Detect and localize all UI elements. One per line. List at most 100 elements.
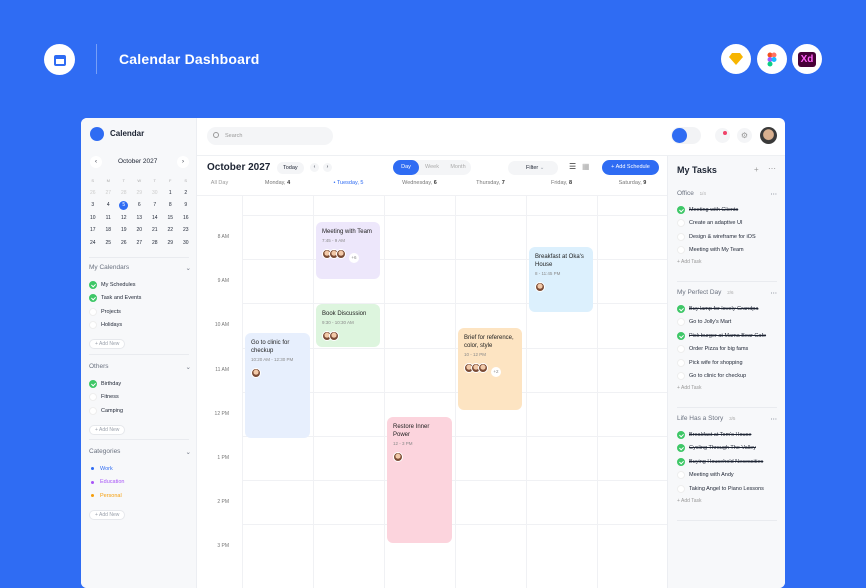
calendar-day[interactable]: 29 bbox=[132, 187, 148, 200]
task-checkbox[interactable] bbox=[677, 304, 685, 313]
task-checkbox[interactable] bbox=[677, 331, 685, 340]
sidebar-item[interactable]: Task and Events bbox=[89, 292, 191, 306]
add-task-button[interactable]: + Add Task bbox=[677, 385, 702, 391]
day-header[interactable]: Saturday, 9 bbox=[597, 180, 668, 186]
sidebar-item[interactable]: Birthday bbox=[89, 377, 191, 391]
calendar-day[interactable]: 15 bbox=[163, 212, 179, 225]
calendar-day[interactable]: 30 bbox=[178, 237, 194, 250]
add-task-icon[interactable]: + bbox=[754, 165, 759, 174]
task-item[interactable]: Taking Angel to Piano Lessons bbox=[677, 482, 777, 496]
event-card[interactable]: Breakfast at Oka's House 8 - 11:45 PM bbox=[529, 247, 593, 312]
sidebar-item[interactable]: Projects bbox=[89, 305, 191, 319]
calendar-day[interactable]: 11 bbox=[101, 212, 117, 225]
more-icon[interactable]: ⋯ bbox=[770, 416, 778, 423]
task-checkbox[interactable] bbox=[677, 444, 685, 453]
sidebar-item[interactable]: Camping bbox=[89, 404, 191, 418]
section-header[interactable]: Others ⌄ bbox=[89, 363, 191, 371]
calendar-day[interactable]: 7 bbox=[147, 199, 163, 212]
calendar-day[interactable]: 28 bbox=[147, 237, 163, 250]
checkbox[interactable] bbox=[89, 406, 97, 415]
calendar-day[interactable]: 9 bbox=[178, 199, 194, 212]
calendar-day[interactable]: 28 bbox=[116, 187, 132, 200]
task-item[interactable]: Create an adaptive UI bbox=[677, 217, 777, 231]
calendar-day[interactable]: 19 bbox=[116, 224, 132, 237]
theme-toggle[interactable] bbox=[671, 127, 701, 144]
filter-button[interactable]: Filter ⌄ bbox=[508, 161, 558, 175]
day-header[interactable]: Wednesday, 6 bbox=[384, 180, 455, 186]
calendar-day[interactable]: 10 bbox=[85, 212, 101, 225]
calendar-day[interactable]: 22 bbox=[163, 224, 179, 237]
calendar-day[interactable]: 3 bbox=[85, 199, 101, 212]
more-icon[interactable]: ⋯ bbox=[770, 290, 778, 297]
task-item[interactable]: Go to Jolly's Mart bbox=[677, 316, 777, 330]
user-avatar[interactable] bbox=[760, 127, 777, 144]
task-checkbox[interactable] bbox=[677, 232, 685, 241]
event-card[interactable]: Go to clinic for checkup 10:20 AM - 12:30… bbox=[245, 333, 310, 438]
prev-week-button[interactable]: ‹ bbox=[310, 163, 319, 172]
task-item[interactable]: Meeting with My Team bbox=[677, 244, 777, 258]
calendar-day[interactable]: 6 bbox=[132, 199, 148, 212]
calendar-day[interactable]: 17 bbox=[85, 224, 101, 237]
task-item[interactable]: Cycling Through The Valley bbox=[677, 442, 777, 456]
more-icon[interactable]: ⋯ bbox=[770, 191, 778, 198]
checkbox[interactable] bbox=[89, 307, 97, 316]
calendar-day[interactable]: 27 bbox=[101, 187, 117, 200]
section-header[interactable]: Categories ⌄ bbox=[89, 448, 191, 456]
grid-view-icon[interactable]: ▦ bbox=[582, 162, 590, 171]
event-card[interactable]: Restore Inner Power 12 - 3 PM bbox=[387, 417, 452, 543]
task-item[interactable]: Pick burger at Mama Bear Cafe bbox=[677, 329, 777, 343]
calendar-day[interactable]: 25 bbox=[101, 237, 117, 250]
task-item[interactable]: Meeting with Clients bbox=[677, 203, 777, 217]
task-checkbox[interactable] bbox=[677, 345, 685, 354]
day-header[interactable]: • Tuesday, 5 bbox=[313, 180, 384, 196]
section-header[interactable]: My Calendars ⌄ bbox=[89, 264, 191, 272]
task-checkbox[interactable] bbox=[677, 318, 685, 327]
calendar-day[interactable]: 23 bbox=[178, 224, 194, 237]
today-button[interactable]: Today bbox=[277, 162, 304, 174]
list-view-icon[interactable]: ☰ bbox=[569, 162, 577, 171]
checkbox[interactable] bbox=[89, 379, 97, 388]
event-card[interactable]: Meeting with Team 7:45 - 9 AM +6 bbox=[316, 222, 380, 279]
calendar-day[interactable]: 14 bbox=[147, 212, 163, 225]
day-header[interactable]: Monday, 4 bbox=[242, 180, 313, 186]
checkbox[interactable] bbox=[89, 321, 97, 330]
checkbox[interactable] bbox=[89, 294, 97, 303]
add-schedule-button[interactable]: + Add Schedule bbox=[602, 160, 659, 175]
calendar-day[interactable]: 27 bbox=[132, 237, 148, 250]
add-new-button[interactable]: + Add New bbox=[89, 509, 126, 520]
calendar-day[interactable]: 18 bbox=[101, 224, 117, 237]
next-month-button[interactable]: › bbox=[177, 156, 189, 168]
sidebar-item[interactable]: Education bbox=[89, 476, 191, 490]
task-item[interactable]: Breakfast at Tom's House bbox=[677, 428, 777, 442]
calendar-day[interactable]: 20 bbox=[132, 224, 148, 237]
task-checkbox[interactable] bbox=[677, 372, 685, 381]
calendar-day[interactable]: 29 bbox=[163, 237, 179, 250]
sidebar-item[interactable]: Personal bbox=[89, 489, 191, 503]
calendar-day[interactable]: 5 bbox=[116, 199, 132, 212]
day-header[interactable]: Friday, 8 bbox=[526, 180, 597, 186]
calendar-day[interactable]: 30 bbox=[147, 187, 163, 200]
task-item[interactable]: Buying Household Necessities bbox=[677, 455, 777, 469]
calendar-day[interactable]: 13 bbox=[132, 212, 148, 225]
task-item[interactable]: Pick wife for shopping bbox=[677, 356, 777, 370]
task-checkbox[interactable] bbox=[677, 219, 685, 228]
calendar-day[interactable]: 21 bbox=[147, 224, 163, 237]
search-input[interactable]: Search bbox=[207, 127, 333, 145]
task-checkbox[interactable] bbox=[677, 457, 685, 466]
task-checkbox[interactable] bbox=[677, 358, 685, 367]
calendar-day[interactable]: 16 bbox=[178, 212, 194, 225]
more-attendees-badge[interactable]: +6 bbox=[349, 253, 359, 263]
checkbox[interactable] bbox=[89, 280, 97, 289]
day-header[interactable]: Thursday, 7 bbox=[455, 180, 526, 186]
event-card[interactable]: Brief for reference, color, style 10 - 12… bbox=[458, 328, 522, 410]
sidebar-item[interactable]: Work bbox=[89, 462, 191, 476]
add-task-button[interactable]: + Add Task bbox=[677, 259, 702, 265]
sidebar-item[interactable]: My Schedules bbox=[89, 278, 191, 292]
calendar-day[interactable]: 1 bbox=[163, 187, 179, 200]
calendar-day[interactable]: 26 bbox=[85, 187, 101, 200]
prev-month-button[interactable]: ‹ bbox=[90, 156, 102, 168]
next-week-button[interactable]: › bbox=[323, 163, 332, 172]
view-month-tab[interactable]: Month bbox=[450, 164, 466, 170]
calendar-day[interactable]: 24 bbox=[85, 237, 101, 250]
settings-gear-icon[interactable]: ⚙ bbox=[737, 128, 752, 143]
